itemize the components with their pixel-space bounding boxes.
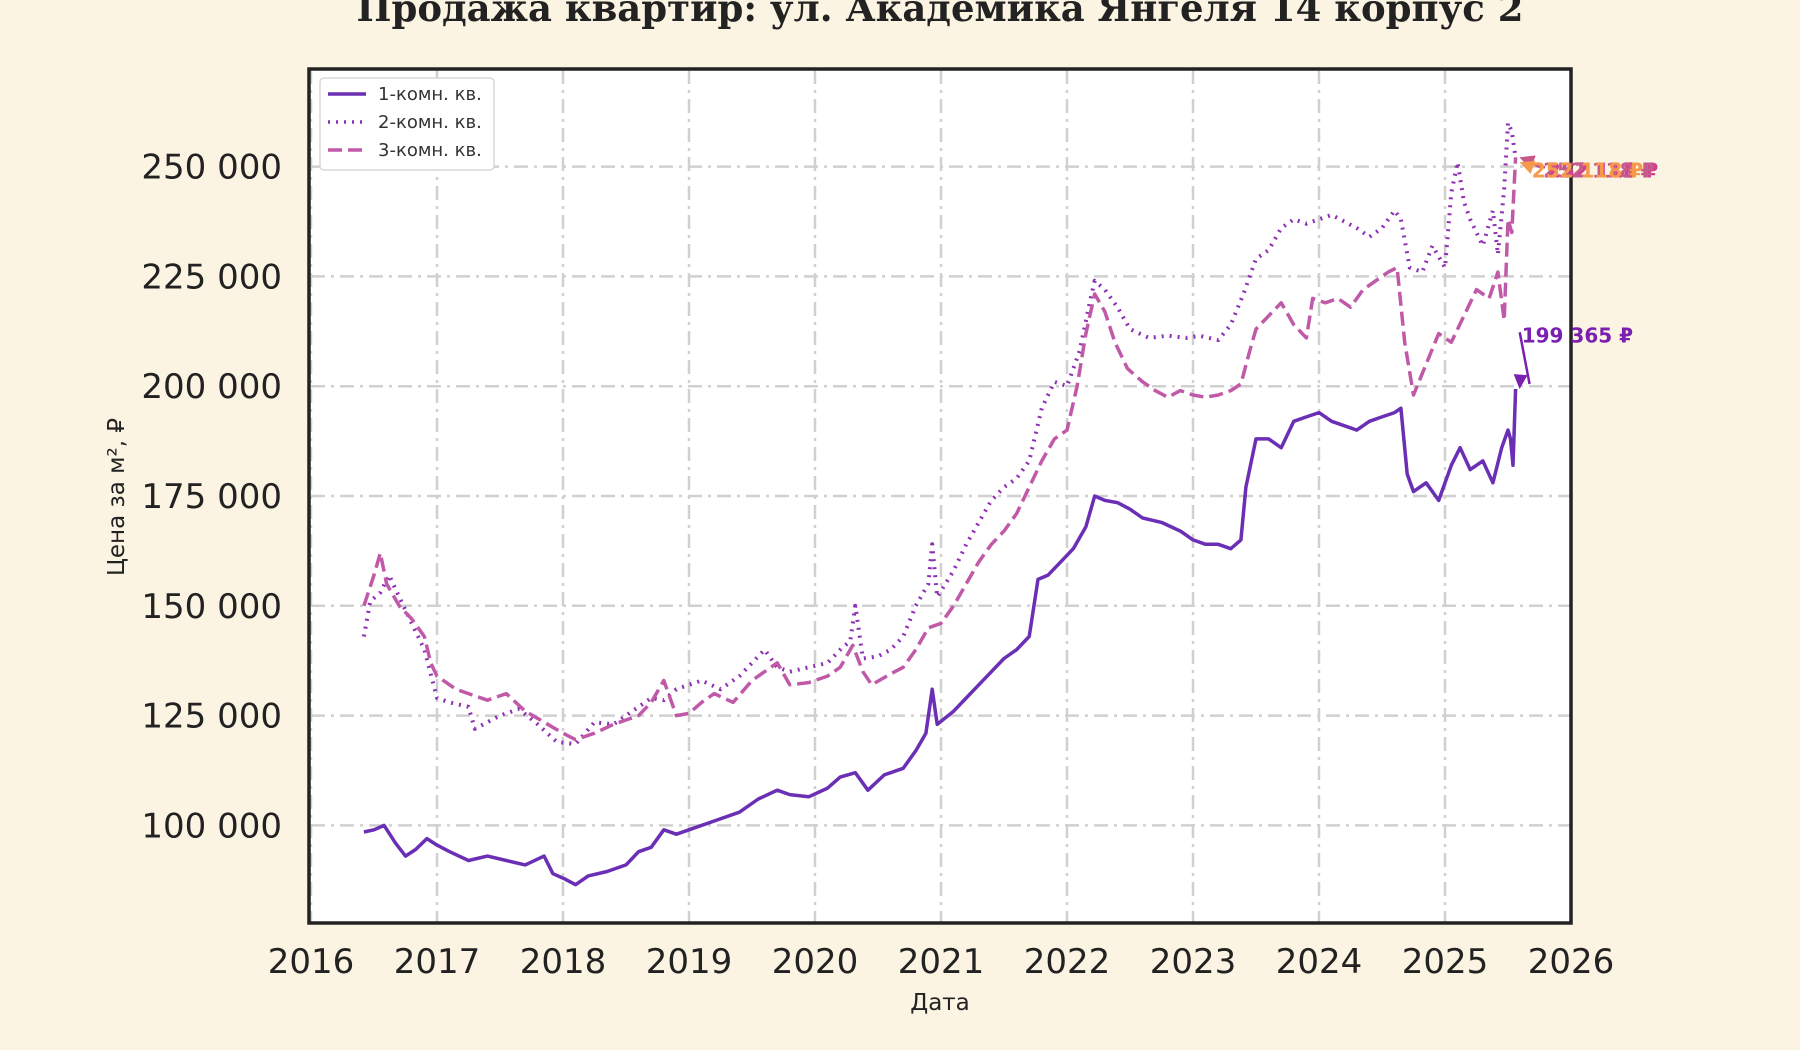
y-axis-ticks: 100 000 125 000 150 000 175 000 200 000 225 0… <box>141 148 282 847</box>
x-tick-label: 2025 <box>1402 942 1489 982</box>
series-line-3 <box>362 157 1518 742</box>
annotation-label-4: 252 118 ₽ <box>1532 159 1643 183</box>
x-tick-label: 2017 <box>394 942 481 982</box>
series-line-1 <box>363 388 1518 887</box>
x-tick-label: 2024 <box>1276 942 1363 982</box>
legend: 1-комн. кв. 2-комн. кв. 3-комн. кв. <box>319 77 495 171</box>
x-tick-label: 2018 <box>520 942 607 982</box>
series-layer <box>361 120 1518 887</box>
x-tick-label: 2022 <box>1024 942 1111 982</box>
y-tick-label: 175 000 <box>141 477 282 517</box>
annotation-label-1: 199 365 ₽ <box>1522 323 1633 347</box>
legend-box <box>319 77 495 171</box>
y-tick-label: 125 000 <box>141 697 282 737</box>
annotation-arrowhead-1 <box>1513 374 1528 389</box>
x-tick-label: 2023 <box>1150 942 1237 982</box>
y-tick-label: 150 000 <box>141 587 282 627</box>
x-tick-label: 2016 <box>268 942 355 982</box>
x-tick-label: 2021 <box>898 942 985 982</box>
x-axis-ticks: 2016 2017 2018 2019 2020 2021 2022 2023 2024 2025… <box>268 942 1615 982</box>
y-tick-label: 250 000 <box>141 148 282 188</box>
x-tick-label: 2020 <box>772 942 859 982</box>
y-tick-label: 100 000 <box>141 806 282 846</box>
x-axis-label: Дата <box>910 990 970 1016</box>
x-tick-label: 2019 <box>646 942 733 982</box>
y-tick-label: 225 000 <box>141 257 282 297</box>
plot-frame <box>307 67 1573 925</box>
annotation-label-3: 252 118 ₽ <box>1543 159 1654 183</box>
y-axis-label: Цена за м², ₽ <box>104 418 130 576</box>
chart-title: Продажа квартир: ул. Академика Янгеля 14… <box>356 0 1524 30</box>
legend-label-2: 2-комн. кв. <box>378 112 482 133</box>
annotation-label-2: 252 118 ₽ <box>1547 159 1658 183</box>
annotations: 199 365 ₽ 252 118 ₽252 118 ₽252 118 ₽ <box>1513 155 1658 389</box>
legend-label-1: 1-комн. кв. <box>378 84 482 105</box>
annotation-arrow-1 <box>1518 332 1531 385</box>
x-tick-label: 2026 <box>1528 942 1615 982</box>
y-tick-label: 200 000 <box>141 367 282 407</box>
legend-label-3: 3-комн. кв. <box>378 140 482 161</box>
annotation-arrowhead-4 <box>1519 160 1536 174</box>
